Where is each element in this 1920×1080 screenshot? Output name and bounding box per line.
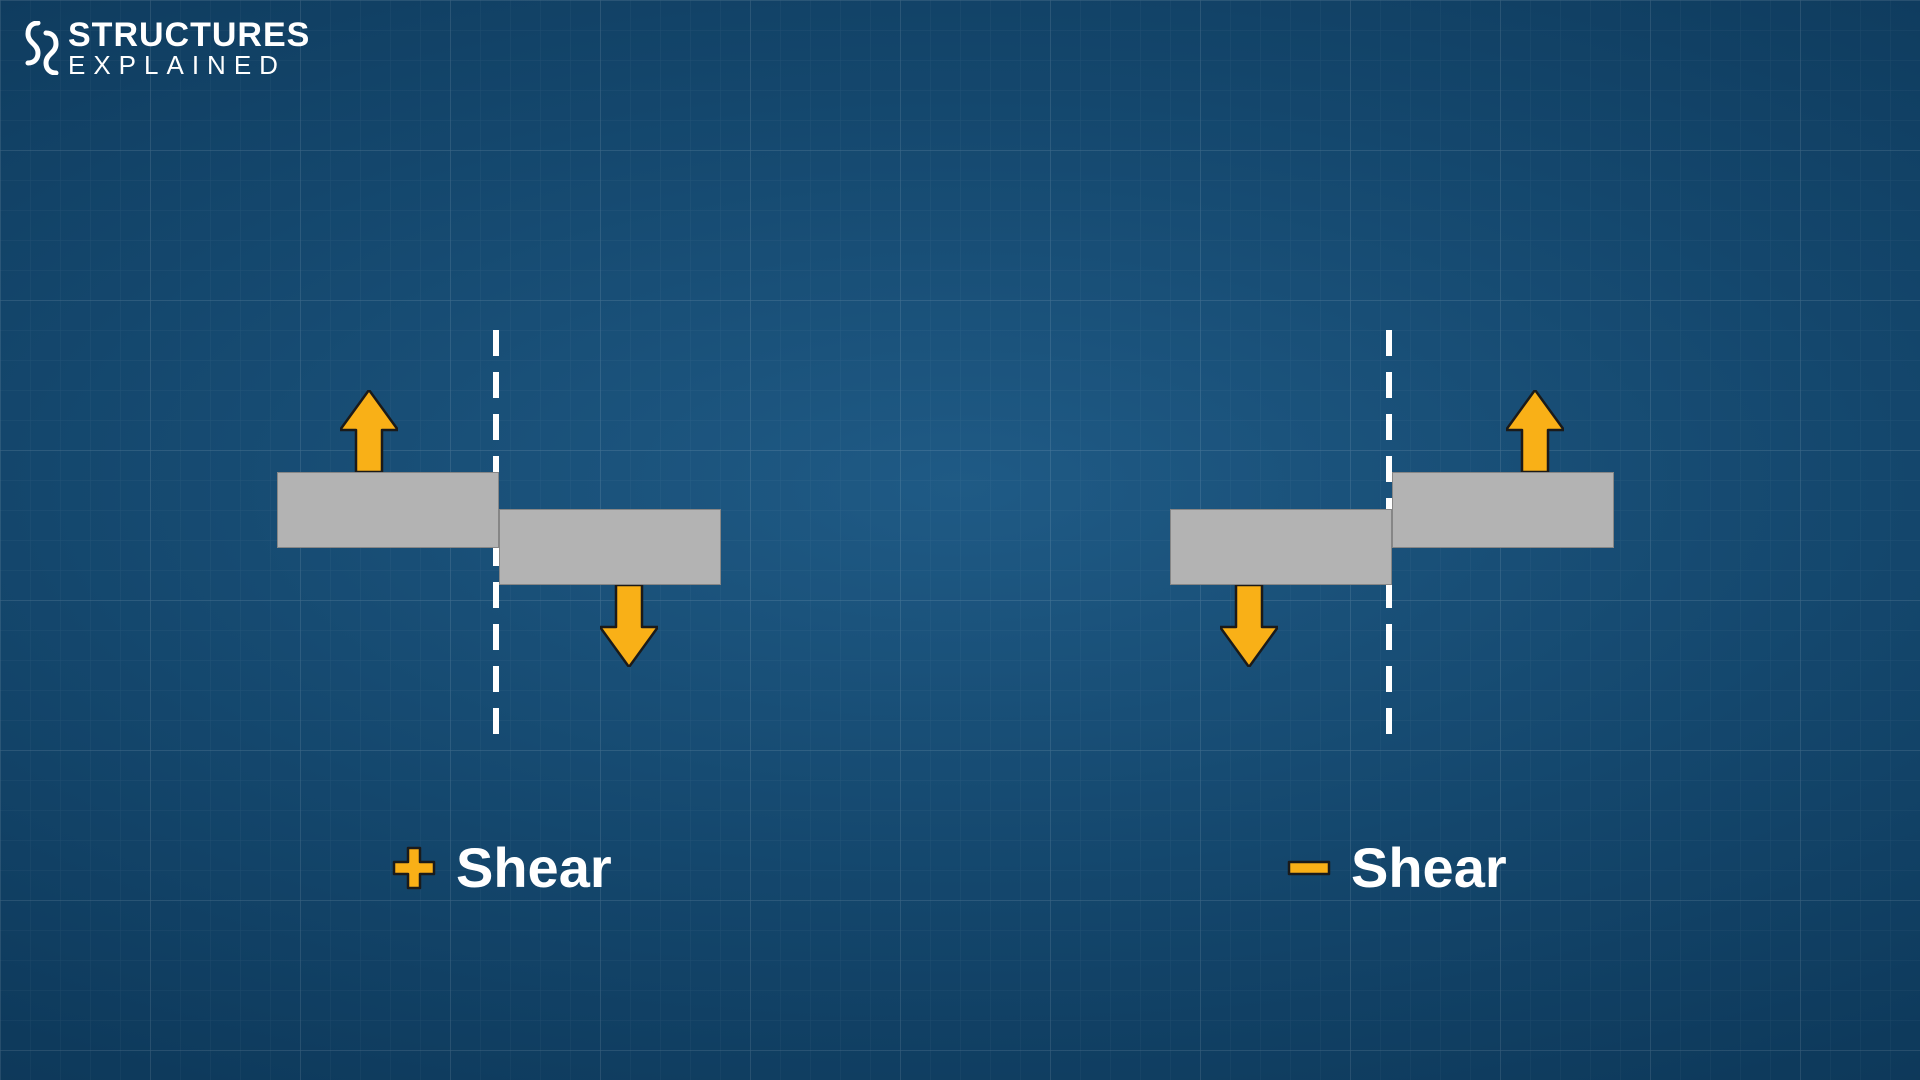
negative-right-beam <box>1392 472 1614 548</box>
brand-logo-line1: STRUCTURES <box>68 18 310 52</box>
positive-right-beam <box>499 509 721 585</box>
plus-sign-icon <box>390 844 438 892</box>
negative-shear-label-row: Shear <box>1285 835 1507 900</box>
positive-shear-label: Shear <box>456 835 612 900</box>
positive-shear-label-row: Shear <box>390 835 612 900</box>
brand-logo: STRUCTURES EXPLAINED <box>22 18 310 78</box>
negative-left-beam <box>1170 509 1392 585</box>
minus-sign-icon <box>1285 844 1333 892</box>
positive-left-beam <box>277 472 499 548</box>
positive-down-arrow-icon <box>600 585 658 667</box>
brand-logo-mark <box>22 21 62 75</box>
brand-logo-line2: EXPLAINED <box>68 52 310 78</box>
negative-down-arrow-icon <box>1220 585 1278 667</box>
negative-shear-label: Shear <box>1351 835 1507 900</box>
positive-up-arrow-icon <box>340 390 398 472</box>
negative-up-arrow-icon <box>1506 390 1564 472</box>
